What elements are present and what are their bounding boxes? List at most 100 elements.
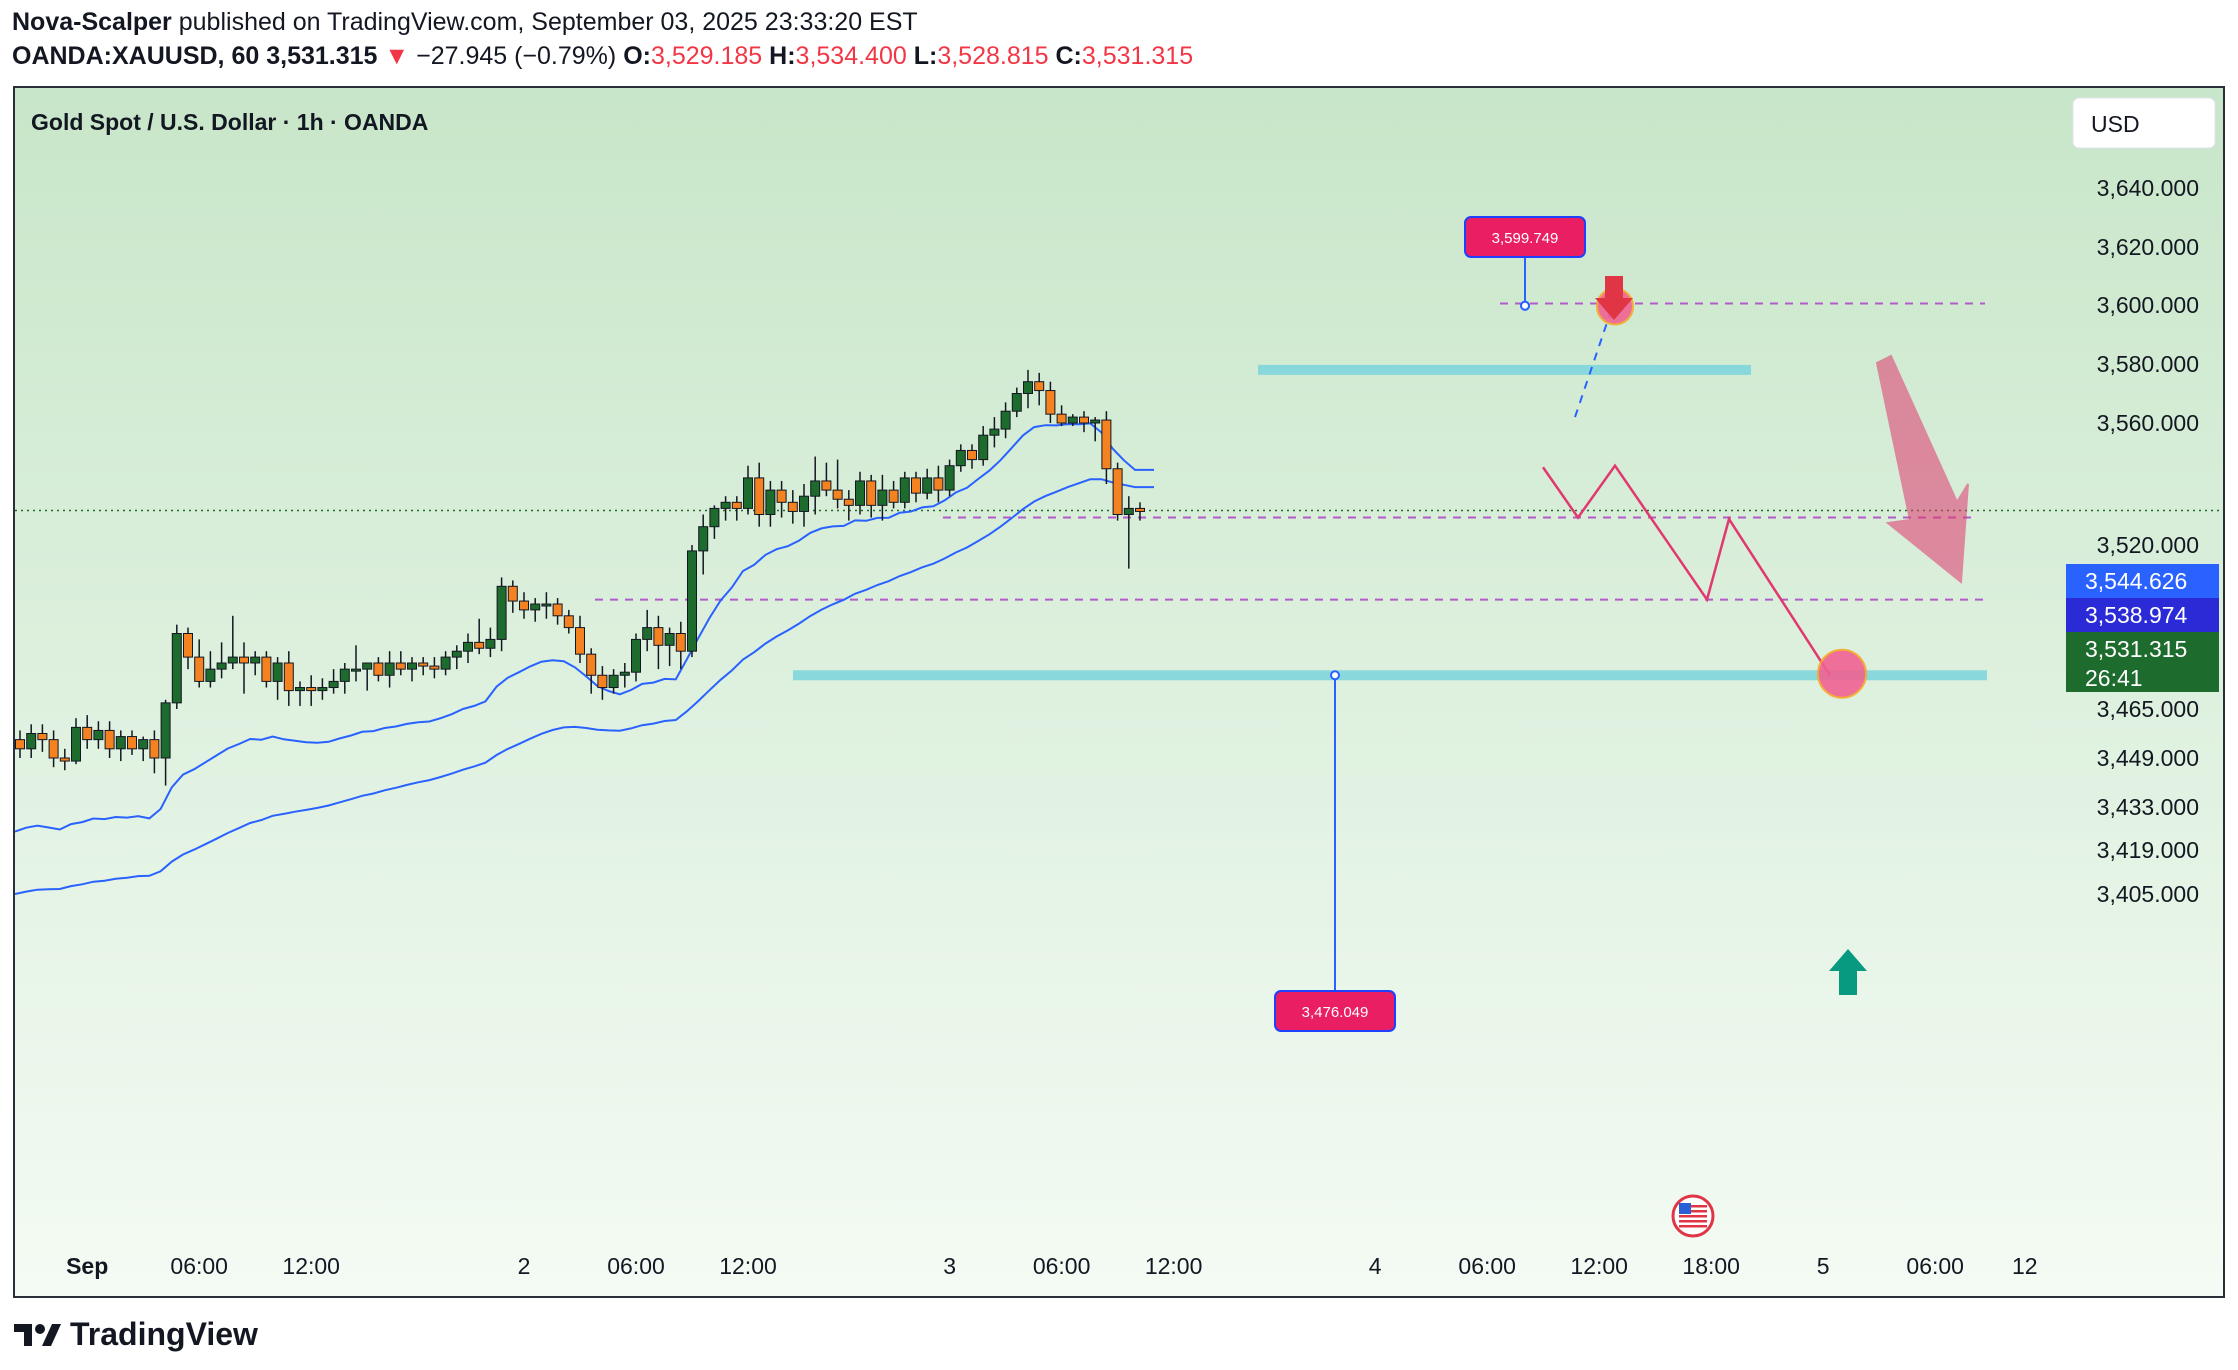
- candle[interactable]: [799, 484, 809, 527]
- candle[interactable]: [485, 627, 496, 658]
- candle[interactable]: [351, 645, 361, 682]
- candle[interactable]: [115, 730, 126, 762]
- candle[interactable]: [149, 730, 160, 774]
- candle[interactable]: [373, 657, 384, 682]
- candle[interactable]: [530, 598, 541, 622]
- candle[interactable]: [239, 642, 249, 694]
- candle[interactable]: [653, 615, 664, 670]
- chart-frame[interactable]: 3,599.749 3,476.049 3,640.000 3,620.000 3,6…: [13, 86, 2225, 1298]
- candle[interactable]: [451, 645, 462, 670]
- label-bottom-box[interactable]: [1274, 990, 1396, 1032]
- candle[interactable]: [698, 514, 709, 575]
- candle[interactable]: [440, 651, 451, 676]
- candle[interactable]: [71, 718, 81, 765]
- candle[interactable]: [832, 459, 843, 509]
- candle[interactable]: [552, 598, 563, 625]
- candle[interactable]: [250, 651, 261, 676]
- candle[interactable]: [720, 496, 731, 521]
- candle[interactable]: [418, 657, 429, 676]
- candle[interactable]: [1023, 369, 1033, 409]
- candle[interactable]: [507, 580, 518, 613]
- candle[interactable]: [776, 480, 787, 518]
- candle[interactable]: [944, 459, 955, 497]
- ema-fast-line[interactable]: [15, 422, 1154, 833]
- candle[interactable]: [1067, 414, 1078, 427]
- candle[interactable]: [160, 699, 171, 786]
- candle[interactable]: [1090, 417, 1101, 442]
- candle[interactable]: [138, 736, 149, 762]
- price-badge[interactable]: [2066, 598, 2219, 632]
- candle[interactable]: [586, 648, 597, 694]
- candle[interactable]: [754, 462, 765, 527]
- price-badge[interactable]: [2066, 564, 2219, 598]
- candle[interactable]: [899, 471, 910, 509]
- candle[interactable]: [519, 592, 529, 619]
- candle[interactable]: [82, 715, 93, 749]
- candle[interactable]: [978, 426, 989, 466]
- candle[interactable]: [1135, 502, 1145, 521]
- candle[interactable]: [1112, 462, 1123, 521]
- candle[interactable]: [743, 465, 753, 515]
- currency-button[interactable]: USD: [2072, 97, 2216, 149]
- candle[interactable]: [59, 748, 70, 771]
- candle[interactable]: [922, 468, 933, 500]
- candle[interactable]: [597, 666, 608, 700]
- us-flag-icon[interactable]: [1671, 1194, 1715, 1238]
- candle[interactable]: [127, 730, 137, 755]
- candle[interactable]: [205, 651, 216, 688]
- candle[interactable]: [619, 663, 630, 688]
- candle[interactable]: [1011, 387, 1022, 418]
- candle[interactable]: [563, 609, 574, 634]
- candle[interactable]: [1000, 402, 1011, 439]
- candle[interactable]: [709, 505, 720, 539]
- candle[interactable]: [989, 417, 1000, 448]
- candle[interactable]: [261, 651, 272, 688]
- candle[interactable]: [283, 651, 294, 706]
- candle[interactable]: [821, 462, 832, 497]
- candle[interactable]: [911, 471, 921, 503]
- candle[interactable]: [664, 627, 675, 667]
- candle[interactable]: [306, 675, 317, 706]
- candle[interactable]: [429, 657, 440, 679]
- candle[interactable]: [967, 444, 977, 469]
- candle[interactable]: [183, 627, 193, 670]
- chart-canvas[interactable]: 3,599.749 3,476.049 3,640.000 3,620.000 3,6…: [15, 88, 2223, 1296]
- candle[interactable]: [384, 651, 395, 688]
- candle[interactable]: [1123, 496, 1134, 569]
- candle[interactable]: [675, 621, 686, 670]
- candle[interactable]: [216, 642, 227, 679]
- candle[interactable]: [608, 669, 619, 694]
- candle[interactable]: [843, 490, 854, 521]
- candle[interactable]: [731, 496, 742, 521]
- candle[interactable]: [362, 662, 373, 691]
- projection-dotted-line[interactable]: [1574, 313, 1611, 418]
- candle[interactable]: [877, 474, 888, 521]
- candle[interactable]: [787, 490, 798, 524]
- candle[interactable]: [474, 618, 485, 655]
- candle[interactable]: [15, 730, 25, 758]
- candle[interactable]: [328, 669, 339, 694]
- candle[interactable]: [104, 721, 115, 758]
- target-circle-bottom[interactable]: [1817, 648, 1867, 699]
- candle[interactable]: [1101, 411, 1112, 484]
- candle[interactable]: [48, 730, 59, 768]
- candle[interactable]: [855, 471, 865, 515]
- candle[interactable]: [272, 657, 283, 700]
- candle[interactable]: [687, 545, 697, 658]
- candle[interactable]: [171, 624, 182, 709]
- candle[interactable]: [496, 577, 507, 652]
- candle[interactable]: [575, 615, 585, 663]
- support-zone[interactable]: [793, 670, 1987, 681]
- candle[interactable]: [463, 633, 473, 664]
- candle[interactable]: [888, 480, 899, 509]
- candle[interactable]: [395, 651, 406, 676]
- candle[interactable]: [1045, 381, 1056, 423]
- candle[interactable]: [26, 724, 37, 758]
- candle[interactable]: [227, 615, 238, 670]
- candle[interactable]: [955, 444, 966, 472]
- candle[interactable]: [541, 592, 552, 619]
- candle[interactable]: [631, 633, 641, 682]
- label-top-box[interactable]: [1464, 216, 1586, 258]
- candle[interactable]: [194, 639, 205, 688]
- candle[interactable]: [765, 480, 776, 527]
